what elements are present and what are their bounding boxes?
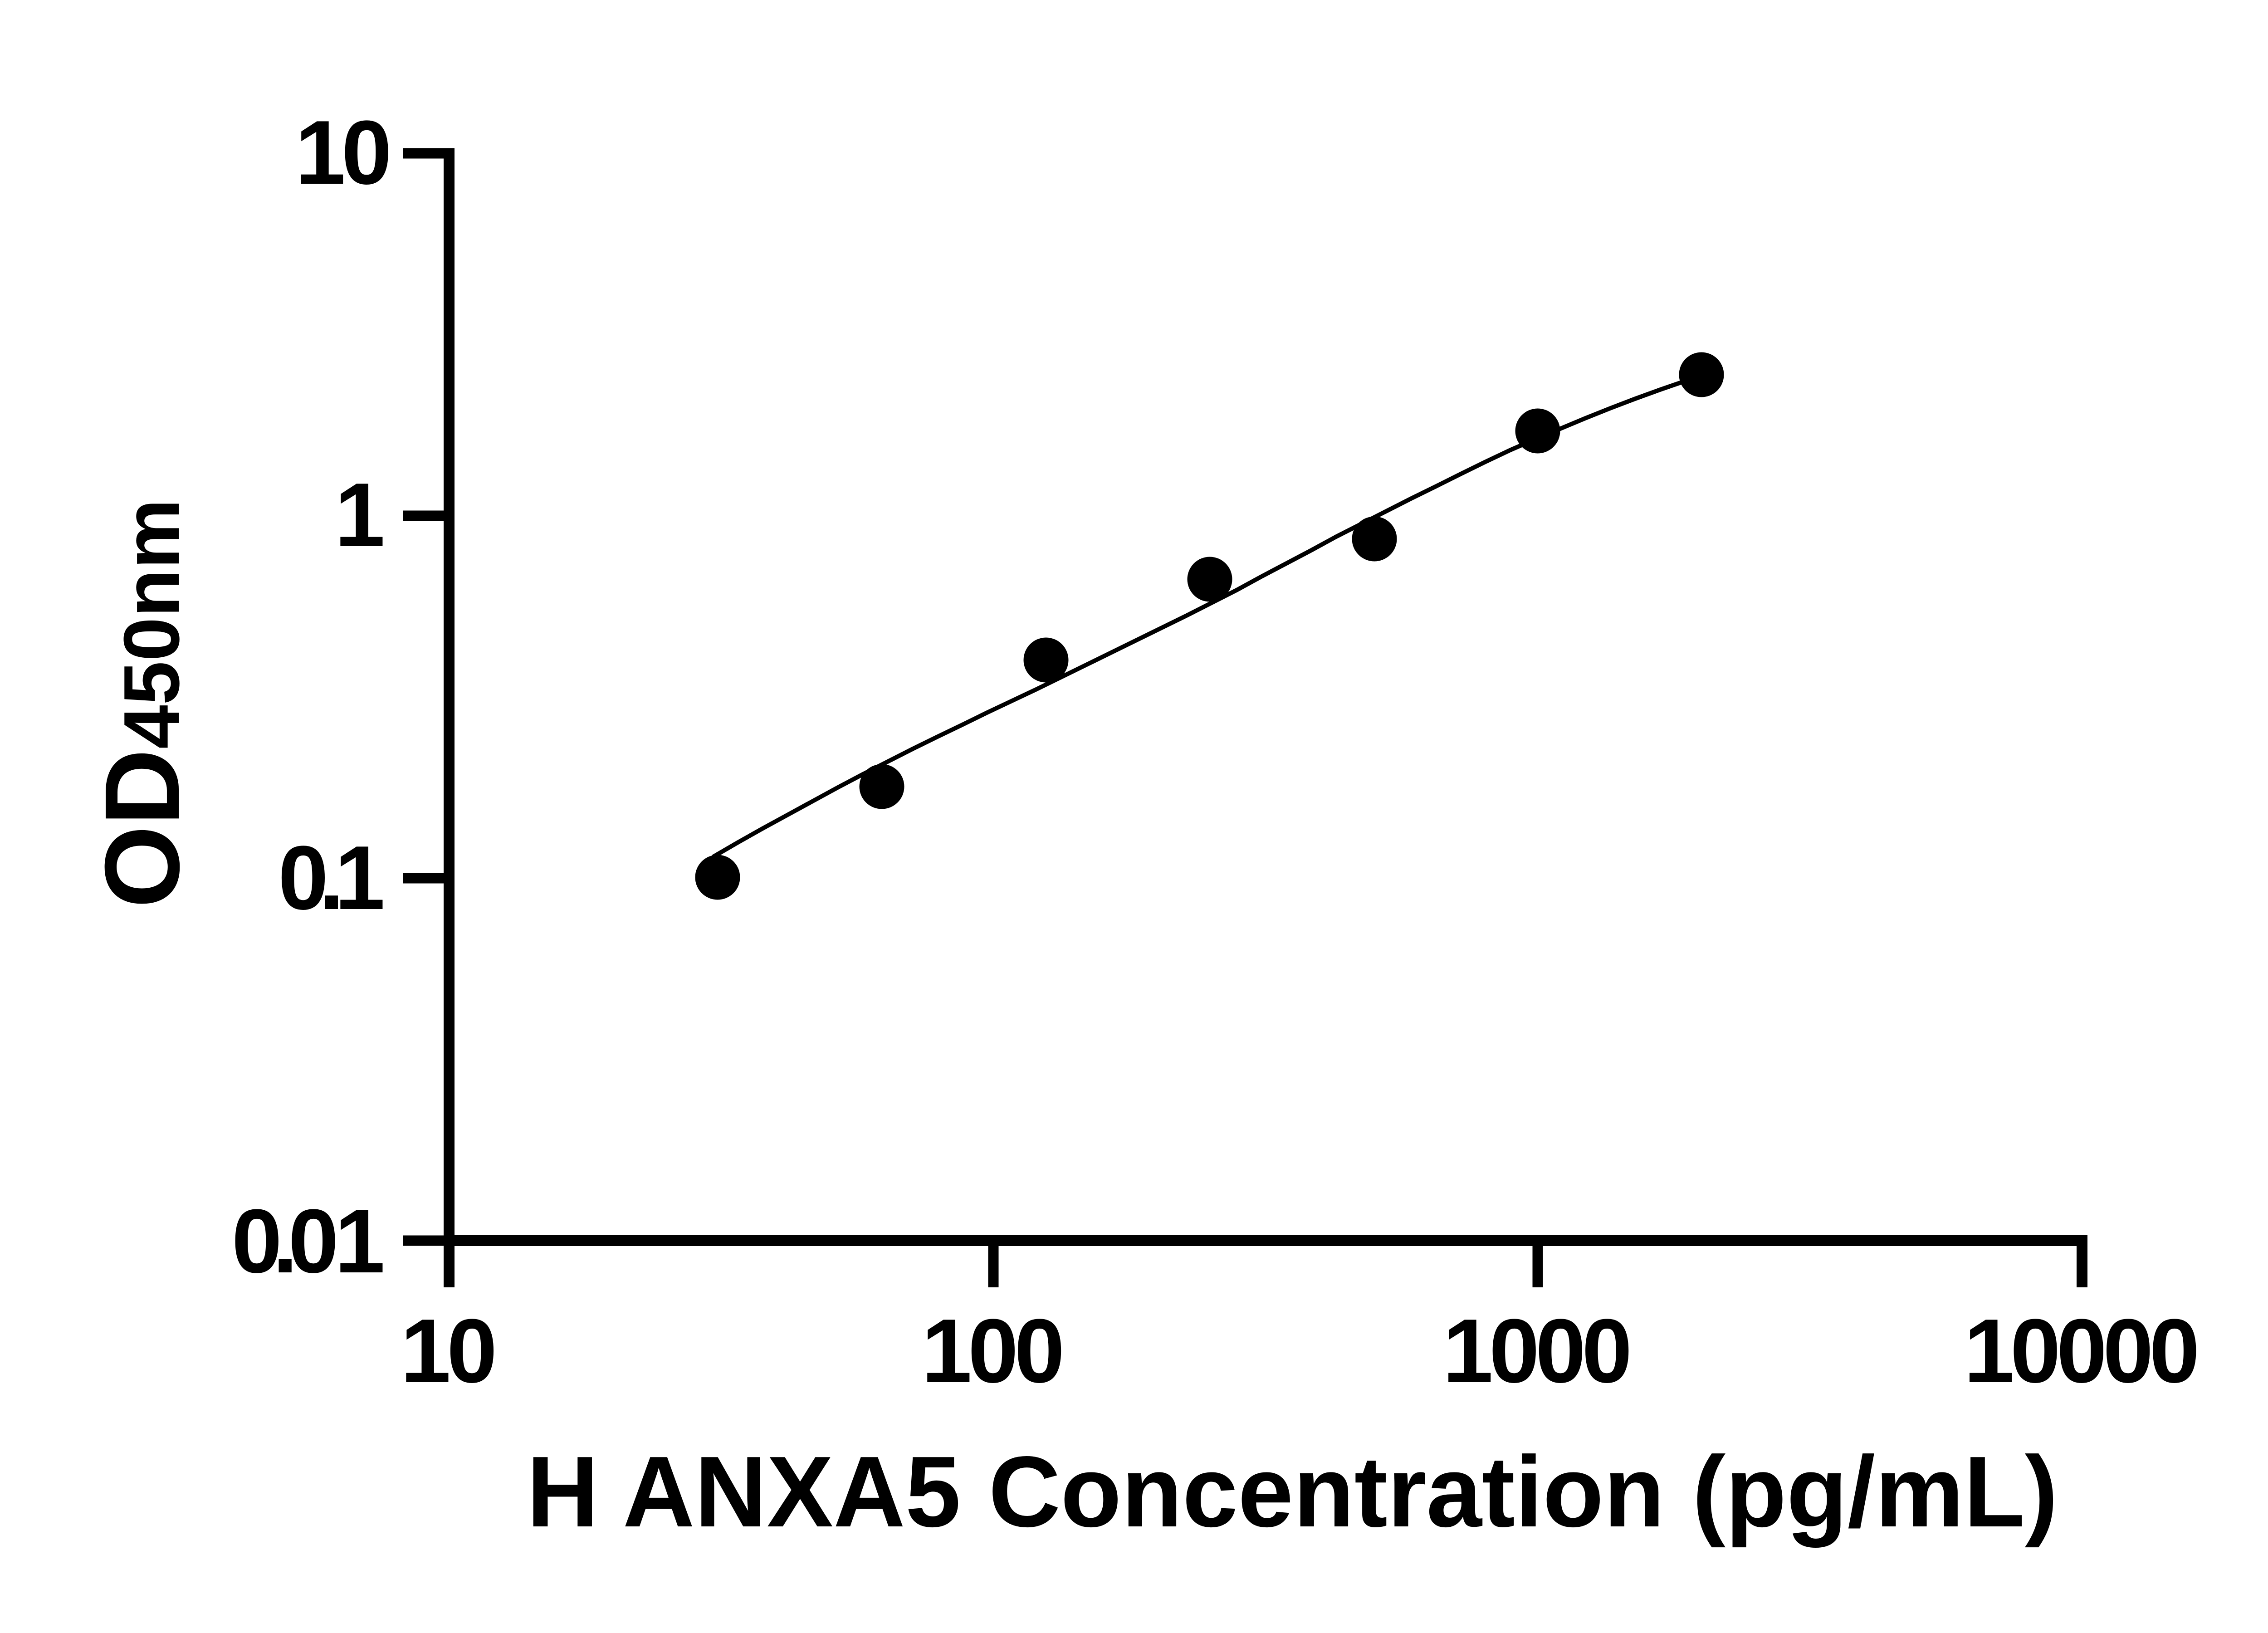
svg-text:10000: 10000 (1964, 1301, 2196, 1402)
svg-text:100: 100 (922, 1301, 1061, 1402)
svg-text:1: 1 (335, 464, 383, 566)
svg-text:10: 10 (401, 1301, 494, 1402)
svg-text:1000: 1000 (1443, 1301, 1629, 1402)
svg-text:H ANXA5 Concentration (pg/mL): H ANXA5 Concentration (pg/mL) (527, 1436, 2058, 1548)
svg-text:OD450nm: OD450nm (83, 499, 201, 908)
svg-text:10: 10 (295, 102, 389, 203)
svg-text:0.1: 0.1 (278, 827, 383, 929)
svg-text:0.01: 0.01 (232, 1191, 383, 1292)
